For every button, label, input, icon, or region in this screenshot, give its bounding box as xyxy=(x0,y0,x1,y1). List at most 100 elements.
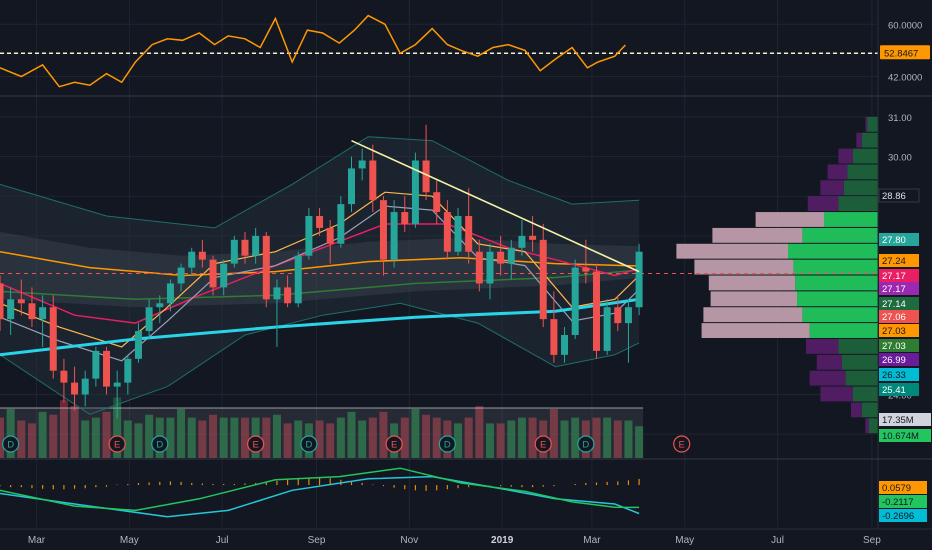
price-label-badge xyxy=(879,383,919,396)
candle-body[interactable] xyxy=(561,335,569,355)
candle-body[interactable] xyxy=(358,160,366,169)
earnings-marker[interactable] xyxy=(673,435,691,453)
candle-body[interactable] xyxy=(284,287,292,304)
candle-body[interactable] xyxy=(411,160,419,224)
candle-body[interactable] xyxy=(582,267,590,272)
dividend-marker[interactable] xyxy=(151,435,169,453)
candle-body[interactable] xyxy=(571,267,579,336)
candle-body[interactable] xyxy=(454,216,462,252)
candle-body[interactable] xyxy=(209,259,217,288)
earnings-marker[interactable] xyxy=(534,435,552,453)
candle-body[interactable] xyxy=(220,263,228,288)
candle-body[interactable] xyxy=(0,283,4,320)
candle-body[interactable] xyxy=(252,235,260,256)
dividend-marker[interactable] xyxy=(438,435,456,453)
candle-body[interactable] xyxy=(497,251,505,264)
candle-body[interactable] xyxy=(166,283,174,304)
volume-bar xyxy=(379,411,388,458)
candle-body[interactable] xyxy=(475,251,483,284)
candle-body[interactable] xyxy=(305,216,313,256)
price-scale[interactable]: 60.000050.000042.000052.846731.0030.0029… xyxy=(878,20,931,522)
volume-bar xyxy=(315,420,324,458)
candle-body[interactable] xyxy=(550,319,558,355)
macd-panel[interactable] xyxy=(0,467,640,518)
candle-body[interactable] xyxy=(433,192,441,213)
candle-body[interactable] xyxy=(156,303,164,308)
volume-profile-buy xyxy=(843,180,878,196)
price-tick-label: 31.00 xyxy=(888,113,912,124)
candle-body[interactable] xyxy=(145,307,153,332)
candle-body[interactable] xyxy=(177,267,185,284)
volume-bar xyxy=(517,417,526,458)
candle-body[interactable] xyxy=(273,287,281,300)
candle-body[interactable] xyxy=(188,251,196,268)
candle-body[interactable] xyxy=(529,235,537,240)
candle-body[interactable] xyxy=(7,299,15,320)
candle-body[interactable] xyxy=(603,307,611,351)
candle-body[interactable] xyxy=(518,235,526,248)
candle-body[interactable] xyxy=(17,299,25,304)
candle-body[interactable] xyxy=(134,331,142,359)
candle-body[interactable] xyxy=(241,239,249,256)
candle-body[interactable] xyxy=(60,370,68,383)
candle-body[interactable] xyxy=(422,160,430,193)
volume-bar xyxy=(187,417,196,458)
earnings-marker-label: E xyxy=(114,440,120,451)
candle-body[interactable] xyxy=(379,200,387,260)
candle-body[interactable] xyxy=(443,212,451,252)
volume-bar xyxy=(145,414,154,458)
volume-bar xyxy=(368,417,377,458)
candle-body[interactable] xyxy=(390,212,398,260)
candle-body[interactable] xyxy=(465,216,473,252)
rsi-panel[interactable] xyxy=(0,14,878,88)
dividend-marker[interactable] xyxy=(577,435,595,453)
dividend-marker[interactable] xyxy=(2,435,20,453)
candle-body[interactable] xyxy=(262,235,270,300)
price-label-text: 28.86 xyxy=(882,191,906,202)
candle-body[interactable] xyxy=(614,307,622,324)
earnings-marker[interactable] xyxy=(247,435,265,453)
candle-body[interactable] xyxy=(103,350,111,387)
volume-bar xyxy=(27,423,36,458)
candle-body[interactable] xyxy=(71,382,79,395)
candle-body[interactable] xyxy=(486,251,494,284)
candle-body[interactable] xyxy=(507,247,515,264)
volume-bar xyxy=(38,411,47,458)
earnings-marker[interactable] xyxy=(385,435,403,453)
volume-bar xyxy=(113,397,122,458)
panel-separators[interactable] xyxy=(0,0,932,529)
candle-body[interactable] xyxy=(230,239,238,264)
volume-bar xyxy=(294,420,303,458)
candle-body[interactable] xyxy=(198,251,206,260)
candle-body[interactable] xyxy=(316,216,324,228)
time-axis[interactable]: Mar May Jul Sep Nov 2019 Mar May Jul Sep xyxy=(0,528,932,546)
candle-body[interactable] xyxy=(337,204,345,244)
candle-body[interactable] xyxy=(401,212,409,224)
earnings-marker[interactable] xyxy=(108,435,126,453)
candle-body[interactable] xyxy=(348,168,356,205)
dividend-marker[interactable] xyxy=(300,435,318,453)
candle-body[interactable] xyxy=(81,378,89,395)
candle-body[interactable] xyxy=(113,382,121,387)
earnings-marker-label: E xyxy=(679,440,685,451)
price-label-text: 27.03 xyxy=(882,326,906,337)
candle-body[interactable] xyxy=(539,239,547,320)
candle-body[interactable] xyxy=(28,303,36,320)
candle-body[interactable] xyxy=(124,358,132,383)
candle-body[interactable] xyxy=(369,160,377,201)
candle-body[interactable] xyxy=(635,251,643,308)
candle-body[interactable] xyxy=(624,307,632,324)
candle-body[interactable] xyxy=(326,227,334,244)
trendline[interactable] xyxy=(351,139,640,273)
candle-body[interactable] xyxy=(294,255,302,304)
rsi-last-value-badge xyxy=(880,45,930,60)
candle-body[interactable] xyxy=(49,307,57,371)
candle-body[interactable] xyxy=(39,307,47,320)
ma-slow-line xyxy=(0,250,640,277)
volume-profile-sell xyxy=(865,418,869,434)
volume-profile-buy xyxy=(867,116,878,132)
candle-body[interactable] xyxy=(92,350,100,379)
candle-body[interactable] xyxy=(592,271,600,351)
